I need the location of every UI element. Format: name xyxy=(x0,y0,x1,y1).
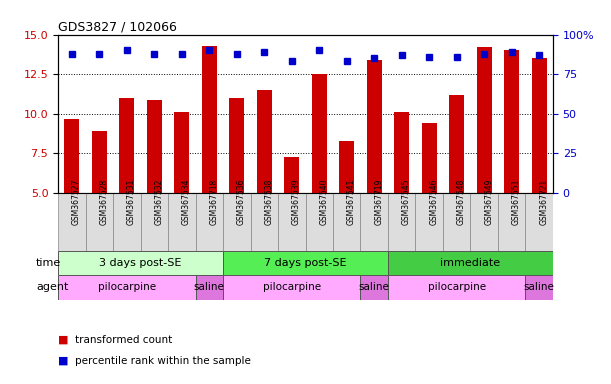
Text: GSM367546: GSM367546 xyxy=(429,178,438,225)
Text: GSM367721: GSM367721 xyxy=(540,179,548,225)
Text: immediate: immediate xyxy=(441,258,500,268)
Bar xyxy=(64,119,79,193)
Text: ■: ■ xyxy=(58,335,68,345)
Bar xyxy=(422,123,437,193)
Bar xyxy=(119,98,134,193)
Bar xyxy=(394,112,409,193)
Text: 3 days post-SE: 3 days post-SE xyxy=(100,258,181,268)
Text: transformed count: transformed count xyxy=(75,335,172,345)
Bar xyxy=(470,193,498,251)
Bar xyxy=(251,193,278,251)
Text: saline: saline xyxy=(524,282,555,292)
Text: GSM367538: GSM367538 xyxy=(264,179,273,225)
Bar xyxy=(360,275,388,300)
Bar xyxy=(174,112,189,193)
Bar xyxy=(196,193,223,251)
Text: GSM367532: GSM367532 xyxy=(154,179,163,225)
Bar xyxy=(229,98,244,193)
Bar xyxy=(312,74,327,193)
Bar xyxy=(477,47,492,193)
Bar xyxy=(278,193,306,251)
Text: GSM367540: GSM367540 xyxy=(320,178,328,225)
Text: GSM367718: GSM367718 xyxy=(209,179,218,225)
Bar xyxy=(147,99,162,193)
Bar xyxy=(223,193,251,251)
Text: GSM367531: GSM367531 xyxy=(127,179,136,225)
Text: pilocarpine: pilocarpine xyxy=(263,282,321,292)
Bar xyxy=(257,90,272,193)
Bar xyxy=(58,251,223,275)
Text: pilocarpine: pilocarpine xyxy=(428,282,486,292)
Text: GSM367541: GSM367541 xyxy=(347,179,356,225)
Bar xyxy=(141,193,168,251)
Bar xyxy=(449,95,464,193)
Text: ■: ■ xyxy=(58,356,68,366)
Bar xyxy=(367,60,382,193)
Text: pilocarpine: pilocarpine xyxy=(98,282,156,292)
Text: GSM367719: GSM367719 xyxy=(374,179,383,225)
Bar xyxy=(86,193,113,251)
Bar xyxy=(388,251,553,275)
Bar xyxy=(58,275,196,300)
Bar xyxy=(504,50,519,193)
Bar xyxy=(498,193,525,251)
Bar xyxy=(525,275,553,300)
Text: GSM367536: GSM367536 xyxy=(237,178,246,225)
Bar xyxy=(388,193,415,251)
Text: GDS3827 / 102066: GDS3827 / 102066 xyxy=(58,20,177,33)
Text: GSM367545: GSM367545 xyxy=(402,178,411,225)
Text: GSM367528: GSM367528 xyxy=(100,179,108,225)
Bar xyxy=(339,141,354,193)
Text: GSM367527: GSM367527 xyxy=(72,179,81,225)
Text: percentile rank within the sample: percentile rank within the sample xyxy=(75,356,251,366)
Text: saline: saline xyxy=(359,282,390,292)
Bar xyxy=(443,193,470,251)
Bar xyxy=(113,193,141,251)
Bar xyxy=(196,275,223,300)
Bar xyxy=(388,275,525,300)
Bar xyxy=(525,193,553,251)
Text: agent: agent xyxy=(36,282,68,292)
Text: 7 days post-SE: 7 days post-SE xyxy=(264,258,347,268)
Text: GSM367534: GSM367534 xyxy=(182,178,191,225)
Bar xyxy=(306,193,333,251)
Bar xyxy=(223,251,388,275)
Bar xyxy=(58,193,86,251)
Text: GSM367549: GSM367549 xyxy=(485,178,493,225)
Bar xyxy=(223,275,360,300)
Bar xyxy=(284,157,299,193)
Text: GSM367551: GSM367551 xyxy=(512,179,521,225)
Text: GSM367548: GSM367548 xyxy=(457,179,466,225)
Bar xyxy=(532,58,547,193)
Bar xyxy=(202,46,217,193)
Bar xyxy=(92,131,107,193)
Text: GSM367539: GSM367539 xyxy=(292,178,301,225)
Bar xyxy=(168,193,196,251)
Text: time: time xyxy=(36,258,61,268)
Bar xyxy=(333,193,360,251)
Bar xyxy=(415,193,443,251)
Text: saline: saline xyxy=(194,282,225,292)
Bar xyxy=(360,193,388,251)
